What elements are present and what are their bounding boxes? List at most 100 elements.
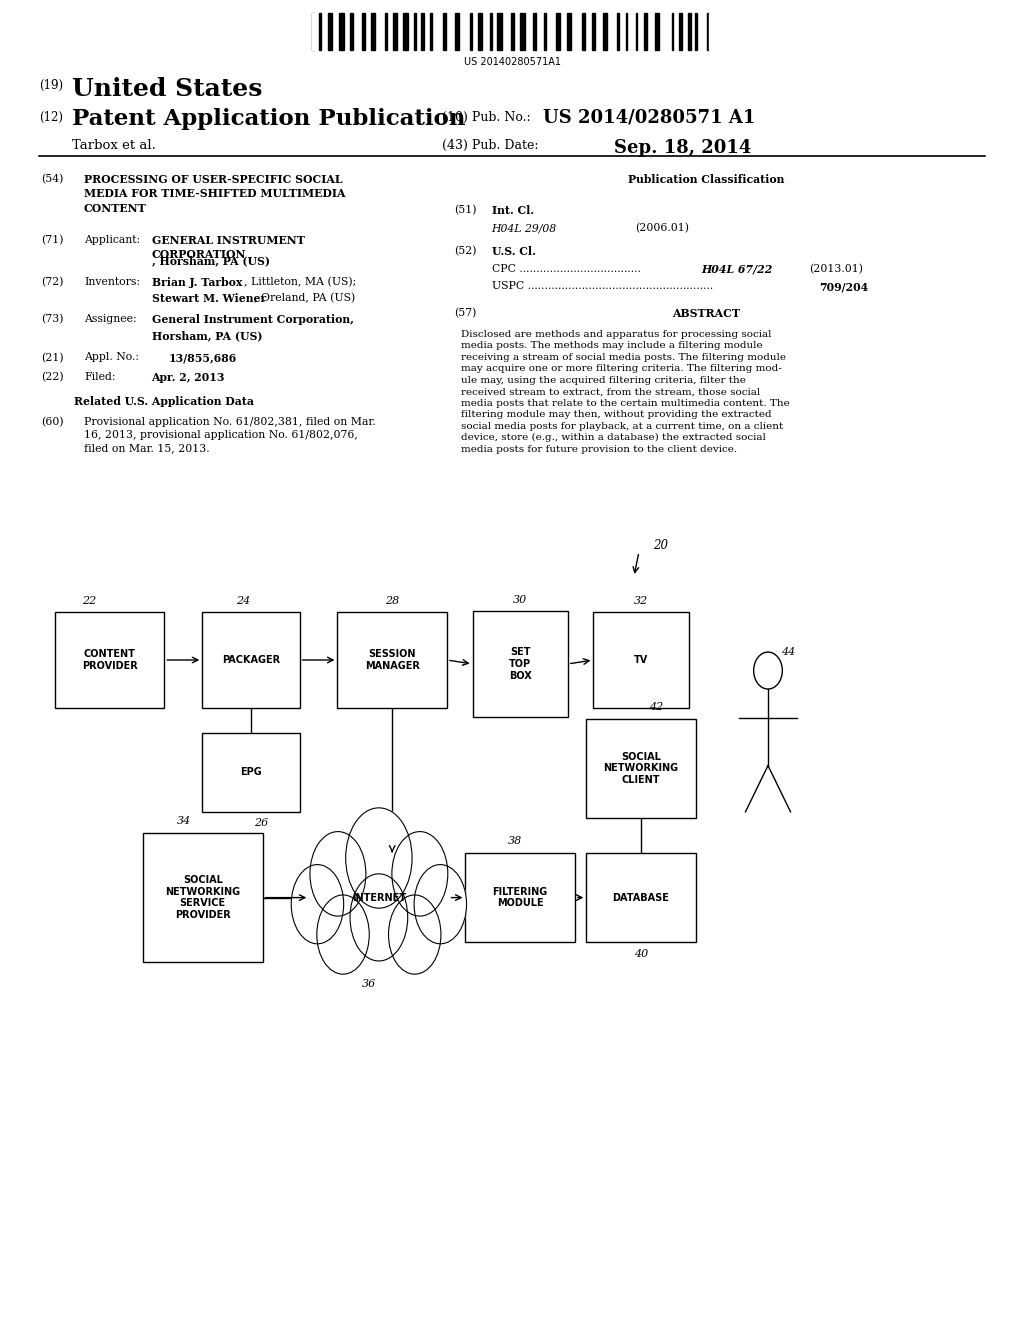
Text: 36: 36 <box>361 979 376 990</box>
Text: Tarbox et al.: Tarbox et al. <box>72 139 156 152</box>
Text: (72): (72) <box>41 277 63 288</box>
Bar <box>490 13 492 50</box>
Bar <box>470 13 472 50</box>
Bar <box>421 13 424 50</box>
Text: 32: 32 <box>634 595 648 606</box>
Bar <box>567 13 571 50</box>
Text: 24: 24 <box>236 595 250 606</box>
Bar <box>393 13 397 50</box>
Text: GENERAL INSTRUMENT
CORPORATION: GENERAL INSTRUMENT CORPORATION <box>152 235 304 260</box>
Text: USPC .......................................................: USPC ...................................… <box>492 281 713 292</box>
Bar <box>617 13 618 50</box>
Text: US 20140280571A1: US 20140280571A1 <box>464 57 560 67</box>
Bar <box>707 13 710 50</box>
Bar <box>679 13 682 50</box>
Bar <box>544 13 547 50</box>
Text: 38: 38 <box>508 836 522 846</box>
Bar <box>498 13 502 50</box>
Text: Provisional application No. 61/802,381, filed on Mar.
16, 2013, provisional appl: Provisional application No. 61/802,381, … <box>84 417 376 453</box>
Text: (19): (19) <box>39 79 63 92</box>
Bar <box>534 13 536 50</box>
Text: TV: TV <box>634 655 648 665</box>
Text: Apr. 2, 2013: Apr. 2, 2013 <box>152 372 225 383</box>
Bar <box>350 13 353 50</box>
Text: (22): (22) <box>41 372 63 383</box>
Text: 42: 42 <box>649 702 664 713</box>
Circle shape <box>754 652 782 689</box>
Bar <box>442 13 445 50</box>
Bar <box>655 13 659 50</box>
Bar <box>644 13 647 50</box>
Ellipse shape <box>350 874 408 961</box>
Bar <box>385 13 387 50</box>
Bar <box>318 13 321 50</box>
Text: Publication Classification: Publication Classification <box>629 174 784 185</box>
Text: Filed:: Filed: <box>84 372 116 383</box>
Text: 28: 28 <box>385 595 399 606</box>
Text: H04L 67/22: H04L 67/22 <box>701 264 773 275</box>
Text: 20: 20 <box>653 539 669 552</box>
Bar <box>312 13 315 50</box>
Text: H04L 29/08: H04L 29/08 <box>492 223 557 234</box>
Text: (21): (21) <box>41 352 63 363</box>
Text: Int. Cl.: Int. Cl. <box>492 205 534 215</box>
Text: 34: 34 <box>177 816 191 826</box>
Text: FILTERING
MODULE: FILTERING MODULE <box>493 887 548 908</box>
Bar <box>403 13 408 50</box>
Text: PROCESSING OF USER-SPECIFIC SOCIAL
MEDIA FOR TIME-SHIFTED MULTIMEDIA
CONTENT: PROCESSING OF USER-SPECIFIC SOCIAL MEDIA… <box>84 174 345 214</box>
Text: General Instrument Corporation,: General Instrument Corporation, <box>152 314 353 325</box>
Bar <box>636 13 637 50</box>
Bar <box>339 13 344 50</box>
Bar <box>455 13 459 50</box>
Text: (52): (52) <box>454 246 476 256</box>
Bar <box>602 13 607 50</box>
Bar <box>312 13 314 50</box>
Text: Brian J. Tarbox: Brian J. Tarbox <box>152 277 242 288</box>
Text: , Littleton, MA (US);: , Littleton, MA (US); <box>244 277 356 288</box>
Bar <box>478 13 482 50</box>
Text: Assignee:: Assignee: <box>84 314 136 325</box>
Bar <box>626 13 628 50</box>
Bar <box>709 13 712 50</box>
FancyBboxPatch shape <box>143 833 262 962</box>
Text: INTERNET: INTERNET <box>352 892 406 903</box>
FancyBboxPatch shape <box>465 853 575 942</box>
Bar <box>414 13 416 50</box>
Text: Related U.S. Application Data: Related U.S. Application Data <box>74 396 254 407</box>
Text: CPC ....................................: CPC .................................... <box>492 264 640 275</box>
Text: US 2014/0280571 A1: US 2014/0280571 A1 <box>543 108 755 127</box>
Text: Disclosed are methods and apparatus for processing social
media posts. The metho: Disclosed are methods and apparatus for … <box>461 330 790 454</box>
Text: SOCIAL
NETWORKING
CLIENT: SOCIAL NETWORKING CLIENT <box>603 751 679 785</box>
Text: (12): (12) <box>39 111 62 124</box>
Text: (71): (71) <box>41 235 63 246</box>
Text: U.S. Cl.: U.S. Cl. <box>492 246 536 256</box>
Text: (57): (57) <box>454 308 476 318</box>
Ellipse shape <box>316 895 370 974</box>
Bar <box>362 13 365 50</box>
Text: Appl. No.:: Appl. No.: <box>84 352 139 363</box>
Text: , Oreland, PA (US): , Oreland, PA (US) <box>254 293 355 304</box>
FancyBboxPatch shape <box>203 733 299 812</box>
Text: 44: 44 <box>781 647 796 657</box>
Text: (10) Pub. No.:: (10) Pub. No.: <box>442 111 531 124</box>
Bar <box>520 13 524 50</box>
Text: , Horsham, PA (US): , Horsham, PA (US) <box>152 255 269 265</box>
Text: ABSTRACT: ABSTRACT <box>673 308 740 318</box>
Bar <box>582 13 585 50</box>
Text: (54): (54) <box>41 174 63 185</box>
Text: 26: 26 <box>254 818 268 829</box>
FancyBboxPatch shape <box>203 612 299 708</box>
Text: (73): (73) <box>41 314 63 325</box>
Bar <box>695 13 697 50</box>
FancyBboxPatch shape <box>473 611 567 717</box>
FancyBboxPatch shape <box>338 612 446 708</box>
Ellipse shape <box>310 832 366 916</box>
Text: Sep. 18, 2014: Sep. 18, 2014 <box>614 139 752 157</box>
Text: (2013.01): (2013.01) <box>809 264 863 275</box>
Text: Inventors:: Inventors: <box>84 277 140 288</box>
FancyBboxPatch shape <box>55 612 164 708</box>
Text: SESSION
MANAGER: SESSION MANAGER <box>365 649 420 671</box>
Ellipse shape <box>392 832 447 916</box>
Text: (60): (60) <box>41 417 63 428</box>
Text: PACKAGER: PACKAGER <box>222 655 280 665</box>
